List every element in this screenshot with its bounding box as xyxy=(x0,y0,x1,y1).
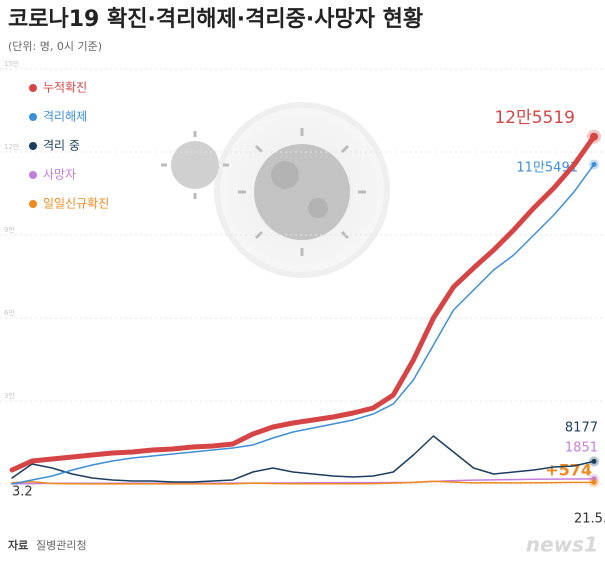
series-line xyxy=(9,134,597,473)
legend-marker xyxy=(29,200,37,208)
legend-marker xyxy=(29,171,37,179)
end-marker xyxy=(590,132,598,141)
legend-label: 사망자 xyxy=(43,168,76,182)
legend-label: 격리 중 xyxy=(43,139,80,153)
virus-illustration xyxy=(161,102,390,278)
legend-marker xyxy=(29,142,37,150)
end-label: 12만5519 xyxy=(494,108,575,128)
chart-subtitle: (단위: 명, 0시 기준) xyxy=(8,40,102,53)
y-tick-label: 9만 xyxy=(4,225,15,234)
end-marker xyxy=(591,479,597,485)
end-marker xyxy=(591,476,597,482)
source-label: 자료 xyxy=(8,538,28,552)
y-tick-label: 15만 xyxy=(4,59,20,68)
x-tick-label: 21.5.6 xyxy=(574,512,605,527)
legend-marker xyxy=(29,113,37,121)
legend-marker xyxy=(29,84,37,92)
legend-label: 일일신규확진 xyxy=(43,197,109,211)
legend-label: 누적확진 xyxy=(43,81,87,95)
chart-title: 코로나19 확진·격리해제·격리중·사망자 현황 xyxy=(8,7,423,32)
y-tick-label: 3만 xyxy=(4,391,15,400)
end-label: 1851 xyxy=(565,441,598,456)
end-label: 11만5491 xyxy=(516,161,578,176)
series-line xyxy=(11,163,595,485)
source: 질병관리청 xyxy=(36,539,87,552)
end-label: 8177 xyxy=(565,421,598,436)
series-line xyxy=(11,480,595,485)
logo: news1 xyxy=(526,533,598,557)
end-marker xyxy=(591,161,597,167)
legend-label: 격리해제 xyxy=(43,110,87,124)
series-line xyxy=(11,435,595,483)
end-marker xyxy=(591,458,597,464)
x-tick-label: 3.2 xyxy=(12,485,33,500)
y-tick-label: 6만 xyxy=(4,308,15,317)
y-tick-label: 12만 xyxy=(4,142,20,151)
